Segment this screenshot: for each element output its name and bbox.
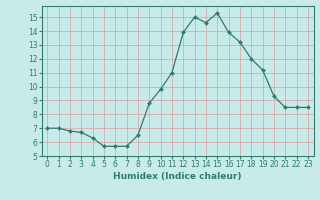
X-axis label: Humidex (Indice chaleur): Humidex (Indice chaleur)	[113, 172, 242, 181]
